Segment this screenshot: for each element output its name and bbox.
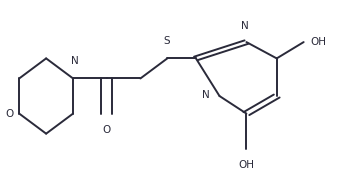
Text: OH: OH: [238, 160, 255, 170]
Text: N: N: [241, 21, 249, 31]
Text: O: O: [6, 109, 14, 119]
Text: N: N: [202, 90, 210, 100]
Text: S: S: [163, 36, 170, 46]
Text: N: N: [71, 56, 79, 66]
Text: OH: OH: [310, 37, 327, 47]
Text: O: O: [103, 125, 111, 135]
